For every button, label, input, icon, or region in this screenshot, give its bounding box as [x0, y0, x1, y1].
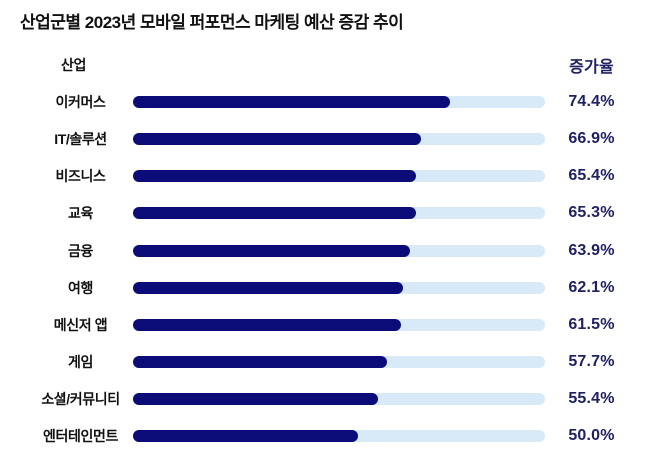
industry-label: 엔터테인먼트 [43, 428, 118, 445]
bar-track [133, 281, 545, 294]
bar-fill [133, 170, 417, 183]
chart-row: 이커머스 74.4% [0, 83, 658, 120]
bar-track [133, 244, 545, 257]
bar-track [133, 393, 545, 406]
page-title: 산업군별 2023년 모바일 퍼포먼스 마케팅 예산 증감 추이 [20, 13, 404, 32]
column-header-growth: 증가율 [569, 58, 614, 76]
chart-row: 여행 62.1% [0, 269, 658, 306]
bar-cell [133, 393, 545, 406]
bar-fill [133, 393, 379, 406]
bar-cell [133, 244, 545, 257]
bar-fill [133, 356, 387, 369]
bar-fill [133, 244, 411, 257]
bar-cell [133, 356, 545, 369]
bar-track [133, 132, 545, 145]
growth-value: 55.4% [568, 390, 615, 408]
chart-row: IT/솔루션 66.9% [0, 120, 658, 157]
bar-cell [133, 430, 545, 443]
growth-value: 57.7% [568, 353, 615, 371]
growth-value: 66.9% [568, 129, 615, 147]
chart-row: 비즈니스 65.4% [0, 158, 658, 195]
bar-track [133, 170, 545, 183]
bar-cell [133, 170, 545, 183]
chart-row: 교육 65.3% [0, 195, 658, 232]
bar-fill [133, 132, 422, 145]
chart-rows: 이커머스 74.4% IT/솔루션 66.9% 비즈니스 65.4% 교육 65.3% 금융 63… [0, 83, 658, 455]
growth-value: 74.4% [568, 92, 615, 110]
chart-row: 금융 63.9% [0, 232, 658, 269]
chart-row: 게임 57.7% [0, 344, 658, 381]
chart-row: 소셜/커뮤니티 55.4% [0, 381, 658, 418]
growth-value: 61.5% [568, 315, 615, 333]
industry-label: 게임 [68, 354, 93, 371]
bar-track [133, 95, 545, 108]
bar-cell [133, 281, 545, 294]
bar-fill [133, 430, 358, 443]
growth-value: 62.1% [568, 278, 615, 296]
bar-track [133, 318, 545, 331]
bar-cell [133, 318, 545, 331]
industry-label: 교육 [68, 205, 93, 222]
column-header-row: 산업 증가율 [0, 46, 658, 83]
bar-fill [133, 95, 450, 108]
industry-label: 이커머스 [55, 93, 106, 110]
bar-fill [133, 281, 404, 294]
chart-row: 메신저 앱 61.5% [0, 306, 658, 343]
bar-track [133, 207, 545, 220]
bar-cell [133, 132, 545, 145]
industry-label: 여행 [68, 279, 93, 296]
industry-label: 금융 [68, 242, 93, 259]
growth-value: 63.9% [568, 241, 615, 259]
bar-cell [133, 207, 545, 220]
bar-cell [133, 95, 545, 108]
bar-fill [133, 207, 416, 220]
chart-row: 엔터테인먼트 50.0% [0, 418, 658, 455]
bar-fill [133, 318, 402, 331]
industry-label: 소셜/커뮤니티 [41, 391, 120, 408]
growth-value: 65.4% [568, 167, 615, 185]
growth-value: 50.0% [568, 427, 615, 445]
growth-value: 65.3% [568, 204, 615, 222]
industry-label: IT/솔루션 [54, 130, 107, 147]
column-header-industry: 산업 [61, 56, 86, 73]
industry-label: 메신저 앱 [53, 316, 108, 333]
industry-label: 비즈니스 [55, 168, 106, 185]
bar-track [133, 356, 545, 369]
bar-track [133, 430, 545, 443]
